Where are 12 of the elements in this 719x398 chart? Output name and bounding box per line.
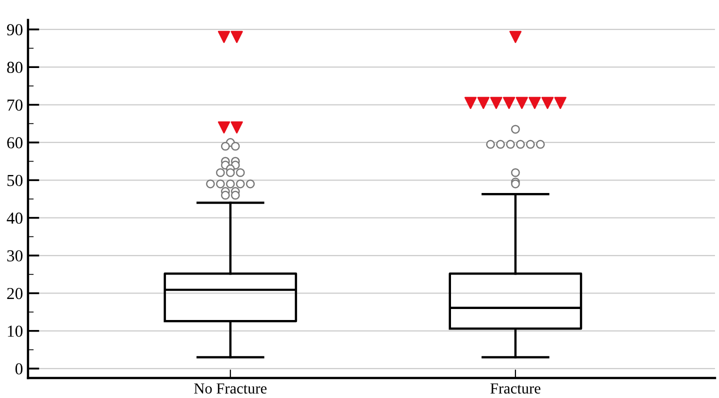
y-tick-label: 80 bbox=[7, 62, 23, 74]
y-tick-label: 50 bbox=[7, 174, 23, 186]
y-tick-label: 70 bbox=[8, 99, 23, 111]
y-tick-label: 30 bbox=[7, 250, 23, 262]
y-tick-label: 60 bbox=[7, 137, 23, 148]
x-tick-label: Fracture bbox=[490, 383, 540, 394]
x-tick-label: No Fracture bbox=[194, 383, 267, 394]
y-tick-label: 40 bbox=[6, 212, 23, 224]
y-tick-label: 0 bbox=[15, 363, 23, 375]
y-tick-label: 10 bbox=[8, 326, 23, 337]
y-tick-label: 20 bbox=[7, 288, 23, 300]
y-tick-label: 90 bbox=[7, 24, 23, 36]
